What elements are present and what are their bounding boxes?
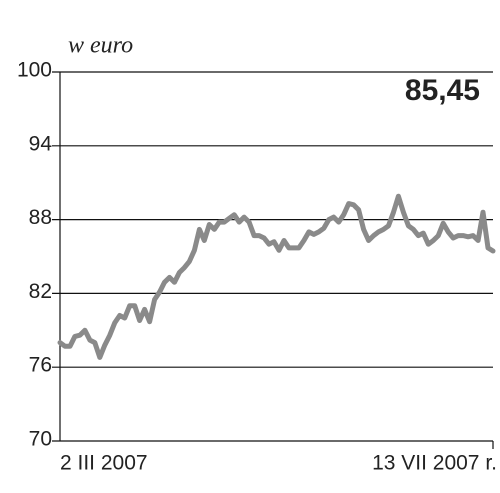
y-tick-label: 76: [29, 354, 52, 377]
y-tick-label: 82: [29, 280, 52, 303]
price-line: [57, 193, 496, 360]
x-tick-label: 13 VII 2007 r.: [372, 452, 497, 475]
last-value-annotation: 85,45: [405, 74, 480, 107]
y-tick-label: 94: [29, 132, 53, 155]
y-tick-label: 100: [17, 59, 52, 82]
y-axis-label: w euro: [68, 33, 133, 59]
y-tick-label: 70: [29, 428, 52, 451]
y-tick-label: 88: [29, 206, 52, 229]
x-tick-label: 2 III 2007: [60, 452, 148, 475]
